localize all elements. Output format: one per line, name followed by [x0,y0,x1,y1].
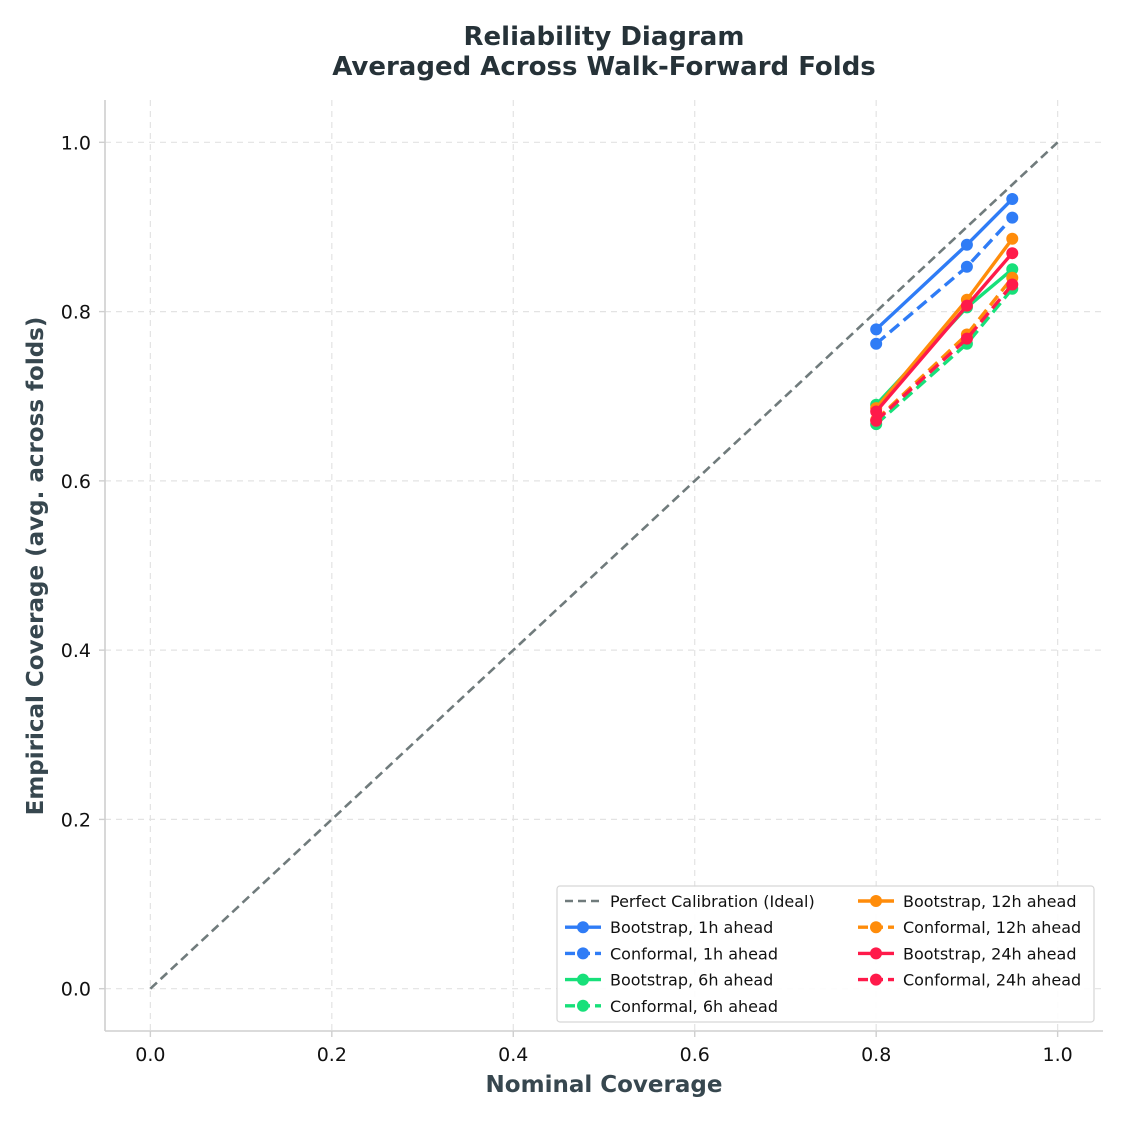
legend-swatch-marker [577,973,589,986]
x-tick-label: 0.8 [861,1044,891,1066]
data-point-7-2 [1006,278,1019,291]
legend-swatch-marker [870,973,882,986]
tick-labels: 0.0 0.2 0.4 0.6 0.8 1.0 0.0 0.2 0.4 0.6 0.8 1.0 [61,132,1073,1066]
x-axis-label: Nominal Coverage [486,1072,723,1098]
data-point-7-0 [870,414,883,427]
legend-swatch-marker [577,947,589,960]
legend-item-label: Bootstrap, 24h ahead [903,944,1076,963]
legend-box [556,885,1095,1023]
y-tick-label: 0.8 [61,302,91,324]
series-line-7 [875,283,1014,423]
x-tick-label: 0.6 [680,1044,710,1066]
data-point-4-2 [1006,232,1019,245]
data-point-2-2 [1006,263,1019,276]
series-line-6 [874,252,1014,413]
data-point-6-2 [1006,247,1019,260]
legend-swatch-marker [870,895,882,907]
legend-item-label: Conformal, 24h ahead [903,971,1081,990]
series-line-5 [875,276,1014,422]
legend-item-label: Perfect Calibration (Ideal) [610,892,815,911]
legend-swatch-marker [577,921,589,934]
data-point-6-1 [960,299,973,312]
legend-item-label: Bootstrap, 1h ahead [610,918,773,937]
x-tick-label: 0.2 [317,1044,347,1066]
legend-swatch-marker [577,999,589,1012]
x-tick-label: 0.4 [498,1044,528,1066]
data-point-1-0 [870,337,883,350]
chart-title: Reliability Diagram [464,22,745,52]
legend-swatch-marker [870,947,882,960]
x-tick-label: 1.0 [1043,1044,1073,1066]
y-tick-label: 0.4 [61,640,91,662]
legend-item-label: Bootstrap, 12h ahead [903,892,1076,911]
data-point-0-1 [960,238,973,251]
data-point-1-2 [1006,211,1019,224]
x-tick-label: 0.0 [135,1044,165,1066]
legend-item-label: Conformal, 1h ahead [610,944,778,963]
series-line-3 [875,287,1014,426]
legend-item-label: Conformal, 12h ahead [903,918,1081,937]
legend: Perfect Calibration (Ideal) Bootstrap, 1h… [556,885,1095,1023]
plot-area [149,141,1059,990]
chart-subtitle: Averaged Across Walk-Forward Folds [332,52,876,82]
y-tick-label: 1.0 [61,132,91,154]
data-point-6-0 [870,405,883,418]
legend-item-label: Conformal, 6h ahead [610,997,778,1016]
perfect-calibration-line [149,141,1059,990]
y-tick-label: 0.6 [61,471,91,493]
data-point-7-1 [960,332,973,345]
legend-item-label: Bootstrap, 6h ahead [610,971,773,990]
grid [105,100,1103,1031]
axes [99,100,1103,1037]
data-point-0-0 [870,323,883,336]
legend-swatch-marker [870,921,882,934]
data-point-0-2 [1006,193,1019,206]
y-tick-label: 0.2 [61,809,91,831]
data-point-1-1 [960,260,973,273]
y-tick-label: 0.0 [61,979,91,1001]
y-axis-label: Empirical Coverage (avg. across folds) [23,317,49,816]
